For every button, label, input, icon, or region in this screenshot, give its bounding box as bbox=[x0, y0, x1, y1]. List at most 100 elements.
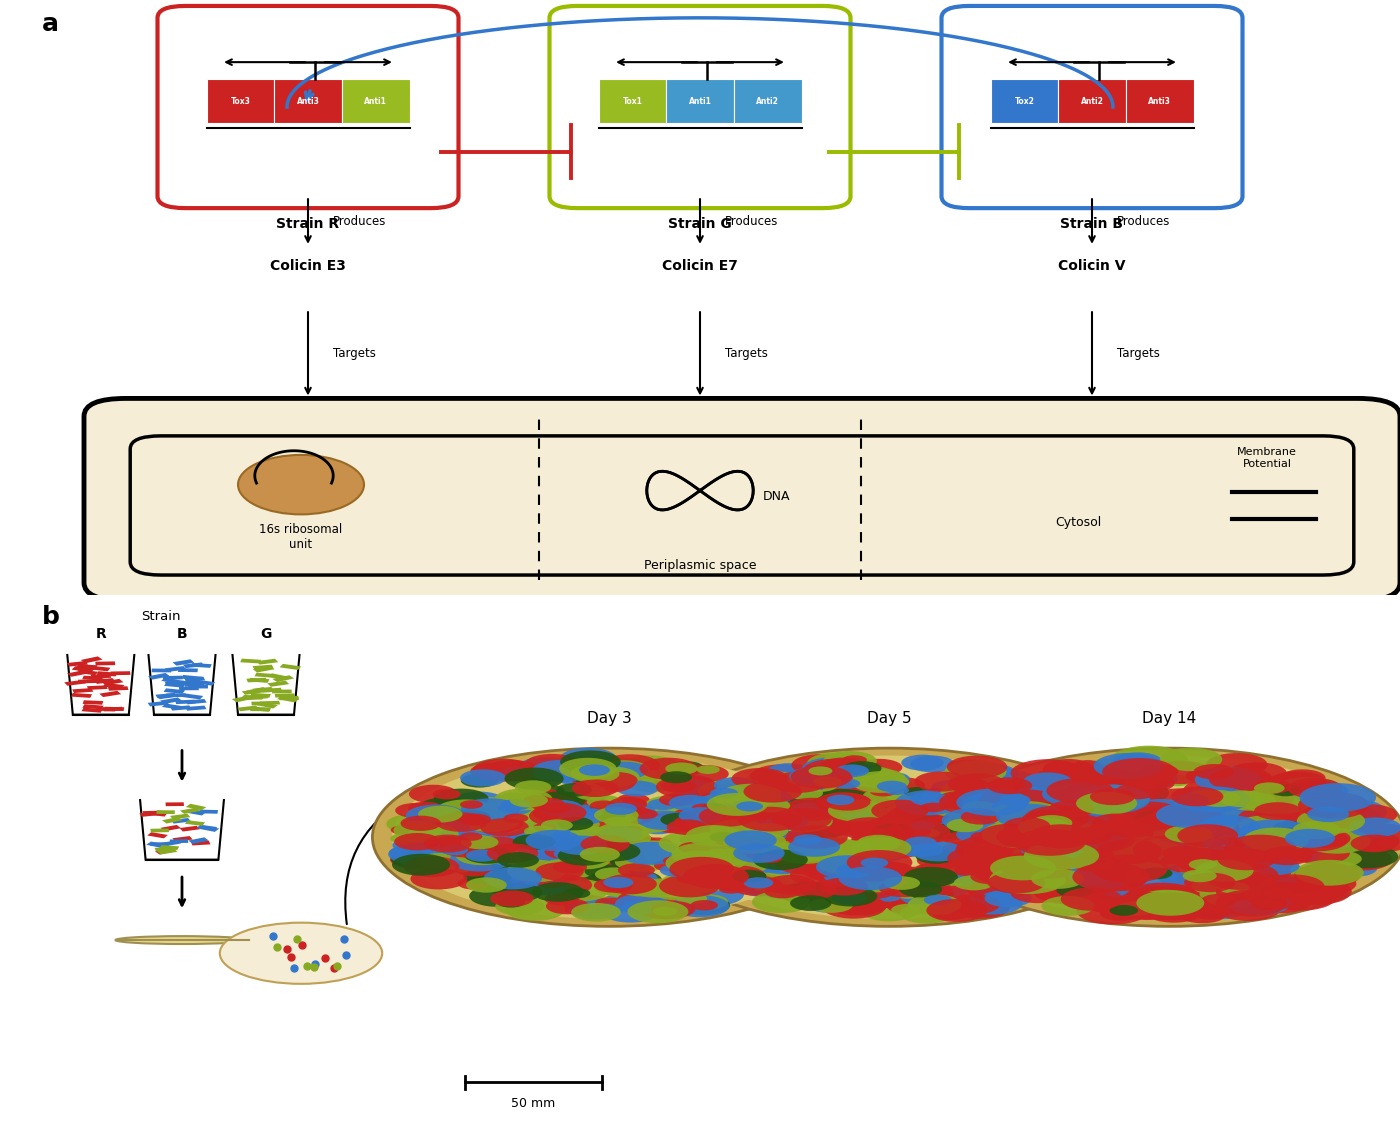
Circle shape bbox=[1198, 773, 1263, 797]
Circle shape bbox=[1075, 875, 1128, 895]
Bar bbox=[255, 673, 276, 678]
Circle shape bbox=[881, 875, 914, 888]
Circle shape bbox=[843, 799, 875, 811]
Circle shape bbox=[613, 875, 643, 888]
Circle shape bbox=[990, 873, 1036, 890]
Circle shape bbox=[1221, 773, 1259, 788]
Circle shape bbox=[848, 815, 913, 839]
Circle shape bbox=[879, 778, 925, 794]
Circle shape bbox=[594, 772, 637, 789]
Circle shape bbox=[587, 795, 623, 809]
Circle shape bbox=[605, 817, 631, 827]
Circle shape bbox=[801, 772, 844, 788]
Circle shape bbox=[533, 822, 557, 831]
Circle shape bbox=[1189, 859, 1218, 870]
Circle shape bbox=[1131, 840, 1194, 864]
Circle shape bbox=[602, 901, 659, 922]
Circle shape bbox=[463, 843, 487, 852]
Circle shape bbox=[1030, 829, 1095, 854]
Circle shape bbox=[1004, 817, 1050, 835]
Bar bbox=[242, 689, 263, 695]
Circle shape bbox=[1110, 746, 1187, 775]
Circle shape bbox=[1127, 883, 1187, 904]
Circle shape bbox=[861, 857, 888, 868]
Circle shape bbox=[1254, 782, 1285, 794]
Circle shape bbox=[675, 809, 700, 818]
Circle shape bbox=[976, 876, 1000, 884]
Circle shape bbox=[580, 764, 610, 776]
Circle shape bbox=[718, 884, 743, 893]
Circle shape bbox=[662, 856, 689, 866]
Circle shape bbox=[1116, 783, 1159, 799]
Circle shape bbox=[1273, 821, 1308, 834]
Circle shape bbox=[524, 795, 550, 806]
Circle shape bbox=[524, 754, 581, 775]
Circle shape bbox=[750, 804, 785, 818]
Circle shape bbox=[1198, 780, 1250, 800]
Circle shape bbox=[1351, 835, 1397, 853]
Circle shape bbox=[679, 834, 710, 845]
Circle shape bbox=[732, 800, 757, 810]
Circle shape bbox=[1037, 863, 1071, 876]
Circle shape bbox=[1236, 829, 1278, 845]
Circle shape bbox=[455, 829, 490, 843]
Circle shape bbox=[1077, 849, 1130, 870]
Circle shape bbox=[881, 874, 907, 884]
Circle shape bbox=[1156, 901, 1187, 912]
Circle shape bbox=[794, 883, 836, 899]
Circle shape bbox=[1096, 839, 1162, 864]
FancyBboxPatch shape bbox=[941, 6, 1243, 209]
Circle shape bbox=[746, 873, 770, 882]
Circle shape bbox=[1011, 882, 1067, 903]
Circle shape bbox=[552, 816, 599, 834]
Circle shape bbox=[710, 788, 738, 798]
Bar bbox=[111, 671, 130, 675]
Circle shape bbox=[1201, 838, 1233, 849]
Circle shape bbox=[449, 810, 491, 825]
Circle shape bbox=[791, 802, 830, 817]
Circle shape bbox=[1126, 770, 1177, 789]
Bar bbox=[267, 673, 290, 680]
Circle shape bbox=[797, 824, 823, 834]
Circle shape bbox=[1338, 824, 1400, 853]
Circle shape bbox=[995, 871, 1037, 886]
Circle shape bbox=[844, 766, 897, 787]
Circle shape bbox=[1149, 862, 1180, 873]
Circle shape bbox=[519, 766, 553, 780]
Circle shape bbox=[1135, 810, 1170, 824]
Circle shape bbox=[956, 789, 1029, 816]
Circle shape bbox=[932, 748, 1400, 927]
Circle shape bbox=[627, 816, 673, 833]
Circle shape bbox=[461, 770, 505, 787]
Circle shape bbox=[461, 800, 483, 809]
Circle shape bbox=[818, 853, 871, 873]
Circle shape bbox=[888, 900, 925, 913]
Circle shape bbox=[1026, 803, 1093, 828]
Circle shape bbox=[1285, 829, 1336, 848]
Circle shape bbox=[617, 891, 661, 908]
Circle shape bbox=[979, 849, 1043, 873]
Circle shape bbox=[766, 889, 792, 899]
Circle shape bbox=[1348, 818, 1400, 837]
Circle shape bbox=[1149, 761, 1212, 784]
Circle shape bbox=[1352, 819, 1385, 831]
Circle shape bbox=[945, 806, 990, 822]
Circle shape bbox=[1142, 892, 1172, 902]
Circle shape bbox=[617, 863, 655, 877]
Circle shape bbox=[798, 861, 841, 877]
Circle shape bbox=[571, 903, 620, 921]
Circle shape bbox=[560, 808, 606, 825]
Circle shape bbox=[815, 792, 872, 813]
Circle shape bbox=[1110, 905, 1138, 916]
Circle shape bbox=[559, 775, 584, 784]
Circle shape bbox=[595, 898, 624, 909]
Circle shape bbox=[706, 859, 732, 870]
Bar bbox=[147, 833, 168, 838]
Circle shape bbox=[876, 830, 914, 844]
Circle shape bbox=[1163, 880, 1228, 904]
Circle shape bbox=[700, 813, 762, 836]
Circle shape bbox=[654, 859, 686, 872]
Polygon shape bbox=[232, 654, 300, 715]
Circle shape bbox=[1134, 806, 1184, 825]
Circle shape bbox=[497, 802, 532, 815]
